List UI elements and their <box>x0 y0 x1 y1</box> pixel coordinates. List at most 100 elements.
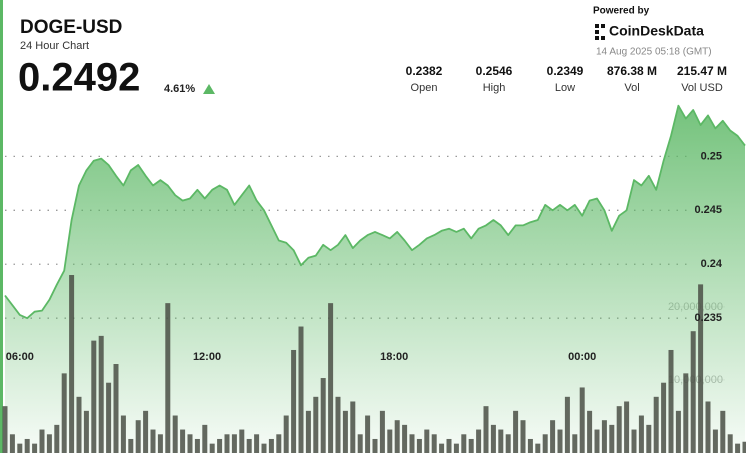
volume-bar <box>98 335 104 453</box>
volume-bar <box>439 443 445 453</box>
volume-bar <box>76 396 82 453</box>
subtitle: 24 Hour Chart <box>20 40 89 52</box>
volume-bar <box>557 429 563 453</box>
stat-label: Open <box>411 82 438 94</box>
stat-label: High <box>483 82 506 94</box>
volume-bar <box>542 434 548 453</box>
volume-bar <box>520 420 526 453</box>
volume-bar <box>483 406 489 453</box>
volume-bar <box>209 443 215 453</box>
volume-bar <box>276 434 282 453</box>
volume-bar <box>387 429 393 453</box>
volume-bar <box>165 303 171 453</box>
volume-bar <box>239 429 245 453</box>
volume-bar <box>39 429 45 453</box>
volume-bar <box>601 420 607 453</box>
volume-bar <box>342 410 348 453</box>
x-tick-label: 18:00 <box>380 351 408 363</box>
volume-bar <box>180 429 186 453</box>
volume-bar <box>135 420 141 453</box>
volume-bar <box>498 429 504 453</box>
volume-bar <box>143 410 149 453</box>
volume-bar <box>187 434 193 453</box>
up-arrow <box>203 84 215 94</box>
volume-bar <box>476 429 482 453</box>
volume-bar <box>291 349 297 453</box>
volume-bar <box>202 424 208 453</box>
volume-bar <box>54 424 60 453</box>
volume-bar <box>675 410 681 453</box>
volume-bar <box>17 443 23 453</box>
volume-bar <box>113 364 119 453</box>
volume-bar <box>254 434 260 453</box>
volume-bar <box>490 424 496 453</box>
volume-bar <box>705 401 711 453</box>
volume-bar <box>409 434 415 453</box>
y-tick-label: 0.25 <box>701 150 722 162</box>
volume-bar <box>224 434 230 453</box>
volume-bars <box>2 275 746 453</box>
volume-bar <box>283 415 289 453</box>
volume-bar <box>172 415 178 453</box>
price-line <box>4 104 746 320</box>
volume-bar <box>157 434 163 453</box>
volume-bar <box>683 373 689 453</box>
y-tick-label: 0.235 <box>694 312 722 324</box>
volume-bar <box>564 396 570 453</box>
volume-bar <box>217 438 223 453</box>
volume-bar <box>735 443 741 453</box>
volume-bar <box>424 429 430 453</box>
brand-logo <box>595 24 605 40</box>
volume-bar <box>535 443 541 453</box>
symbol: DOGE-USD <box>20 17 122 38</box>
volume-bar <box>446 438 452 453</box>
accent-bar <box>0 0 3 453</box>
volume-bar <box>357 434 363 453</box>
volume-bar <box>320 378 326 453</box>
volume-bar <box>365 415 371 453</box>
volume-bar <box>461 434 467 453</box>
volume-bar <box>394 420 400 453</box>
volume-bar <box>638 415 644 453</box>
x-tick-label: 00:00 <box>568 351 596 363</box>
volume-bar <box>690 331 696 453</box>
volume-bar <box>653 396 659 453</box>
change: 4.61% <box>164 83 195 95</box>
price-area <box>5 105 745 453</box>
volume-bar <box>246 438 252 453</box>
volume-bar <box>379 410 385 453</box>
volume-bar <box>431 434 437 453</box>
volume-bar <box>416 438 422 453</box>
volume-bar <box>9 434 15 453</box>
volume-bar <box>335 396 341 453</box>
volume-bar <box>150 429 156 453</box>
stats: 0.2382 Open 0.2546 High 0.2349 Low 876.38 M Vol… <box>406 64 727 94</box>
volume-bar <box>646 424 652 453</box>
x-tick-label: 06:00 <box>6 351 34 363</box>
y-tick-label: 0.245 <box>694 204 722 216</box>
volume-bar <box>727 434 733 453</box>
volume-bar <box>313 396 319 453</box>
stat-label: Low <box>555 82 575 94</box>
axis-labels: 0.25 0.245 0.24 0.235 06:00 12:00 18:00 00:00 <box>6 150 723 363</box>
volume-bar <box>505 434 511 453</box>
volume-bar <box>742 441 746 453</box>
volume-bar <box>712 429 718 453</box>
volume-bar <box>328 303 334 453</box>
volume-bar <box>616 406 622 453</box>
volume-bar <box>453 443 459 453</box>
stat-value: 0.2546 <box>476 64 513 78</box>
y-tick-label: 0.24 <box>701 258 723 270</box>
stat-label: Vol <box>624 82 639 94</box>
price: 0.2492 <box>18 56 140 100</box>
volume-bar <box>194 438 200 453</box>
volume-bar <box>550 420 556 453</box>
volume-bar <box>513 410 519 453</box>
volume-bar <box>106 382 112 453</box>
volume-bar <box>624 401 630 453</box>
volume-bar <box>527 438 533 453</box>
volume-bar <box>69 275 75 453</box>
volume-bar <box>609 424 615 453</box>
